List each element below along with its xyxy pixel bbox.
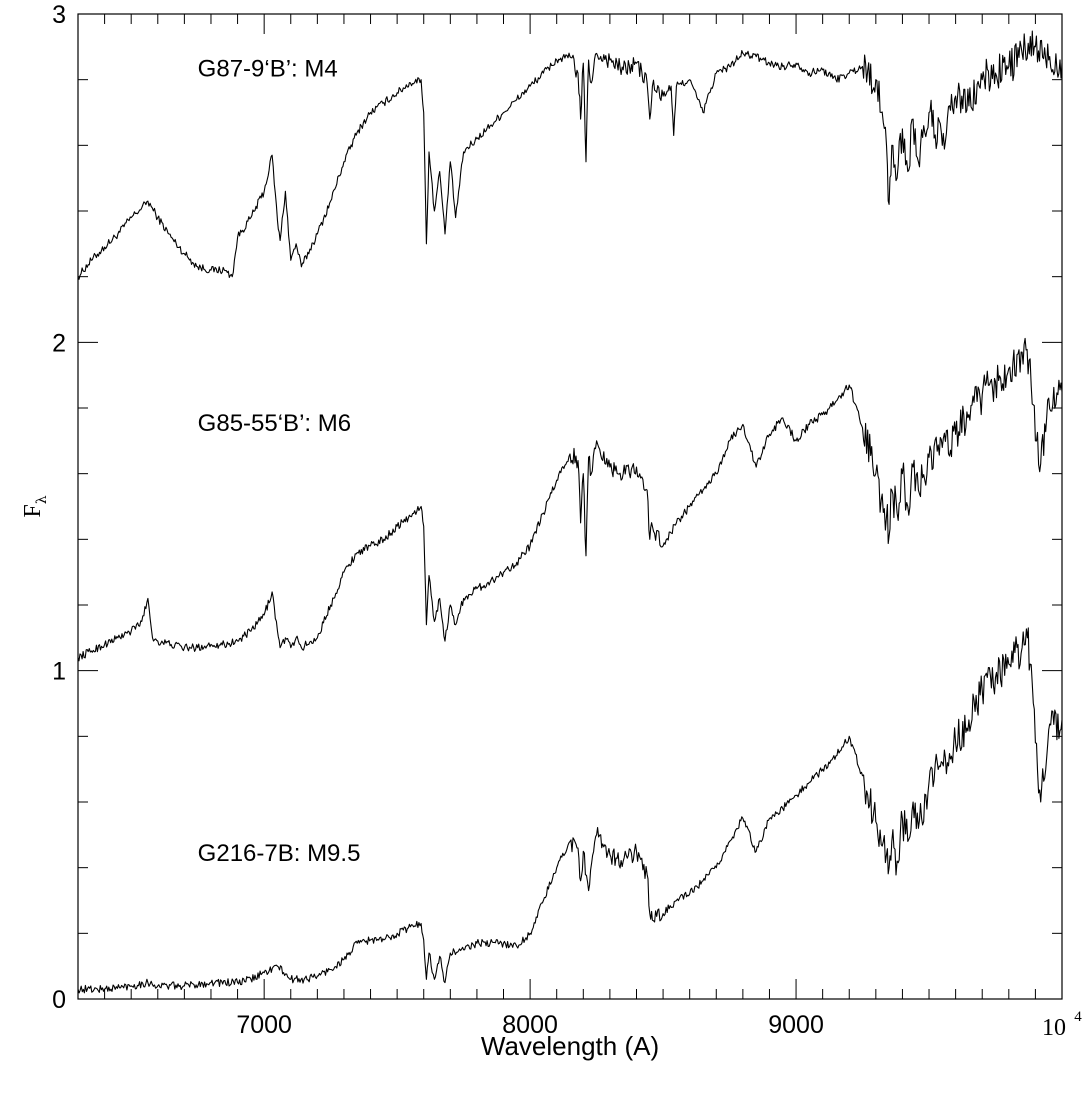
y-tick-label: 0 xyxy=(52,986,66,1014)
x-tick-label-exponent: 4 xyxy=(1074,1009,1082,1025)
series-annotation: G216-7B: M9.5 xyxy=(198,840,361,867)
x-tick-label: 8000 xyxy=(502,1011,558,1039)
y-axis-label-main: F xyxy=(20,504,46,517)
tick-labels: 7000 8000 9000 10 4 0 1 2 3 xyxy=(52,1,1082,1041)
series-layer xyxy=(77,30,1063,994)
x-axis-label: Wavelength (A) xyxy=(481,1031,659,1061)
y-axis-label: Fλ xyxy=(20,495,50,517)
x-tick-label-power: 10 xyxy=(1042,1015,1066,1041)
series-annotation: G87-9‘B’: M4 xyxy=(198,55,338,82)
series-line-M4 xyxy=(77,30,1063,280)
x-tick-label: 7000 xyxy=(236,1011,292,1039)
series-line-M6 xyxy=(77,337,1063,662)
x-tick-label: 9000 xyxy=(768,1011,824,1039)
y-tick-label: 2 xyxy=(52,329,66,357)
y-axis-label-subscript: λ xyxy=(34,495,50,504)
y-tick-label: 3 xyxy=(52,1,66,29)
series-annotation: G85-55‘B’: M6 xyxy=(198,410,351,437)
plot-frame xyxy=(77,13,1063,1000)
y-tick-label: 1 xyxy=(52,658,66,686)
annotations: G87-9‘B’: M4 G85-55‘B’: M6 G216-7B: M9.5 xyxy=(198,55,361,867)
series-line-M9.5 xyxy=(77,627,1063,994)
